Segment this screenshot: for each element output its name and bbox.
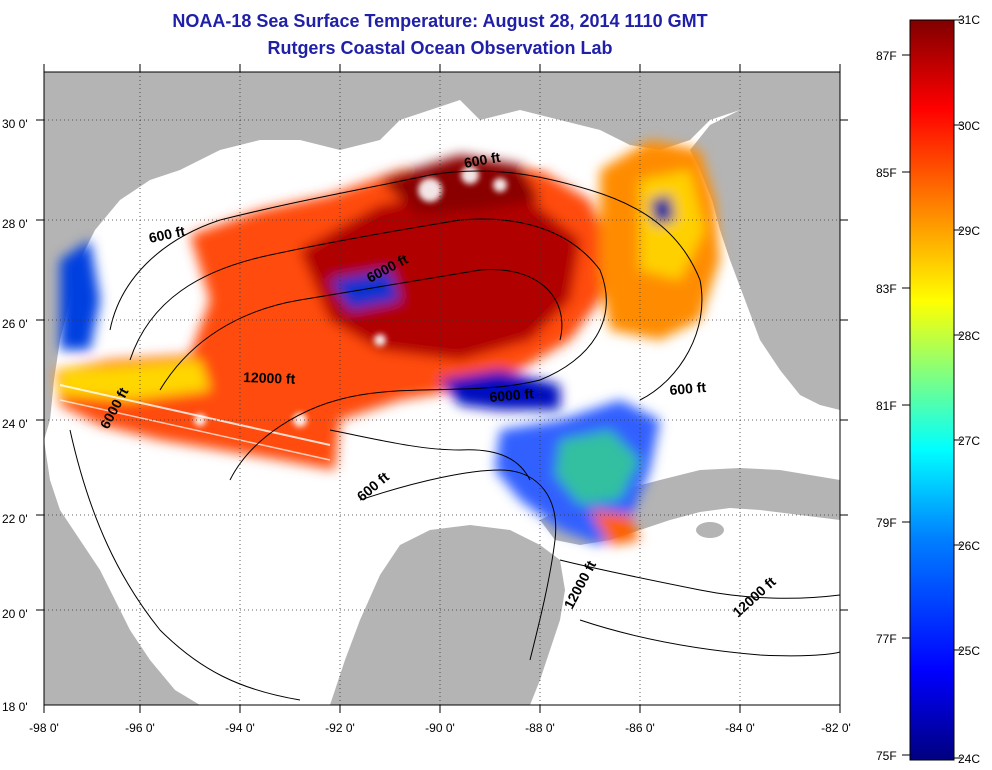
lon-tick-label: -84 0'	[725, 721, 755, 735]
colorbar-fahrenheit-label: 75F	[876, 749, 897, 763]
lat-tick-label: 20 0'	[2, 607, 28, 621]
lat-tick-label: 26 0'	[2, 317, 28, 331]
colorbar-fahrenheit-label: 77F	[876, 632, 897, 646]
lat-tick-label: 22 0'	[2, 512, 28, 526]
colorbar-celsius-label: 31C	[958, 13, 980, 27]
colorbar-fahrenheit-label: 85F	[876, 166, 897, 180]
map-subtitle: Rutgers Coastal Ocean Observation Lab	[267, 38, 613, 58]
contour-label: 600 ft	[147, 223, 186, 246]
lon-tick-label: -92 0'	[325, 721, 355, 735]
sst-data	[55, 140, 720, 545]
colorbar-celsius-label: 24C	[958, 752, 980, 766]
graticule	[44, 72, 840, 705]
colorbar: 31C 30C 29C 28C 27C 26C 25C 24C 87F 85F …	[876, 13, 980, 766]
lat-tick-label: 30 0'	[2, 117, 28, 131]
colorbar-fahrenheit-label: 79F	[876, 516, 897, 530]
lon-tick-label: -88 0'	[525, 721, 555, 735]
colorbar-celsius-label: 27C	[958, 434, 980, 448]
contour-label: 600 ft	[463, 149, 502, 171]
lon-tick-label: -96 0'	[125, 721, 155, 735]
bathymetry-contours	[69, 170, 840, 701]
map-title: NOAA-18 Sea Surface Temperature: August …	[172, 11, 708, 31]
lon-tick-label: -90 0'	[425, 721, 455, 735]
contour-label: 6000 ft	[489, 385, 535, 405]
colorbar-celsius-label: 25C	[958, 644, 980, 658]
axis-ticks	[36, 64, 848, 713]
colorbar-celsius-label: 29C	[958, 224, 980, 238]
lon-tick-label: -82 0'	[821, 721, 851, 735]
lat-tick-label: 18 0'	[2, 700, 28, 714]
colorbar-fahrenheit-label: 81F	[876, 399, 897, 413]
colorbar-celsius-label: 26C	[958, 539, 980, 553]
colorbar-gradient	[909, 19, 955, 761]
colorbar-celsius-label: 28C	[958, 329, 980, 343]
colorbar-fahrenheit-label: 83F	[876, 282, 897, 296]
lon-tick-label: -98 0'	[29, 721, 59, 735]
colorbar-fahrenheit-label: 87F	[876, 49, 897, 63]
contour-label: 600 ft	[669, 379, 707, 398]
map-frame	[43, 71, 841, 706]
lon-tick-label: -86 0'	[625, 721, 655, 735]
lon-tick-label: -94 0'	[225, 721, 255, 735]
colorbar-celsius-label: 30C	[958, 119, 980, 133]
lat-tick-label: 28 0'	[2, 217, 28, 231]
contour-label: 12000 ft	[243, 369, 296, 387]
lat-tick-label: 24 0'	[2, 417, 28, 431]
